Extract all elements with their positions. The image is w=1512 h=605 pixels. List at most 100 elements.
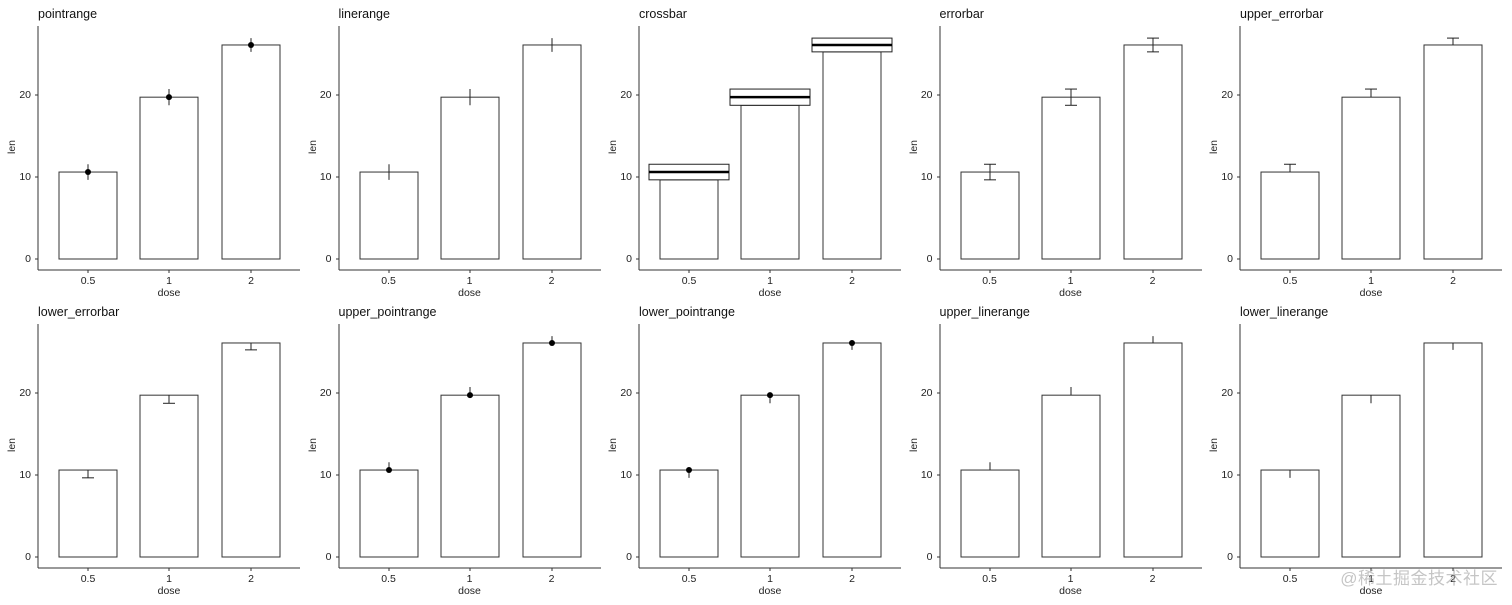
plot-area [636, 26, 901, 273]
x-axis-label: dose [758, 585, 782, 597]
y-tick-label: 20 [1221, 387, 1233, 399]
x-tick-label: 0.5 [681, 573, 697, 585]
panel-lower-linerange: lower_linerange 0 10 20 0.5 1 2 dose len [1202, 298, 1504, 598]
x-axis-label: dose [458, 585, 481, 597]
x-tick-label: 2 [248, 275, 254, 287]
y-tick-label: 20 [920, 89, 933, 101]
x-tick-label: 2 [1450, 275, 1456, 287]
x-tick-label: 2 [1149, 573, 1156, 585]
y-tick-label: 0 [25, 253, 31, 265]
y-tick-label: 20 [620, 89, 632, 101]
y-axis-label: len [306, 437, 319, 453]
watermark: @稀土掘金技术社区 [1340, 569, 1498, 588]
y-tick-label: 20 [319, 387, 332, 399]
panel-lower-pointrange: lower_pointrange 0 10 20 0.5 1 2 dose len [601, 298, 903, 598]
panel-errorbar: errorbar 0 10 20 0.5 1 2 dose len [902, 0, 1204, 300]
x-tick-label: 0.5 [1282, 573, 1298, 585]
x-tick-label: 2 [548, 275, 555, 287]
x-tick-label: 0.5 [80, 275, 96, 287]
panel-title: lower_errorbar [38, 305, 120, 319]
x-tick-label: 1 [1067, 275, 1074, 287]
panel-title: lower_pointrange [639, 305, 735, 319]
plot-area [335, 26, 601, 273]
x-tick-label: 0.5 [982, 573, 997, 585]
x-axis-label: dose [1059, 287, 1082, 299]
x-tick-label: 2 [1149, 275, 1156, 287]
x-tick-label: 0.5 [381, 275, 396, 287]
y-tick-label: 10 [19, 171, 31, 183]
x-axis-label: dose [1059, 585, 1082, 597]
x-tick-label: 1 [466, 573, 473, 585]
x-tick-label: 1 [767, 573, 773, 585]
x-tick-label: 1 [1067, 573, 1074, 585]
panel-title: upper_linerange [939, 305, 1030, 319]
y-axis-label: len [907, 139, 920, 155]
x-tick-label: 1 [466, 275, 473, 287]
plot-area [35, 26, 300, 273]
x-tick-label: 0.5 [80, 573, 96, 585]
panel-upper-errorbar: upper_errorbar 0 10 20 0.5 1 2 dose len [1202, 0, 1504, 300]
y-tick-label: 20 [1221, 89, 1233, 101]
x-tick-label: 2 [248, 573, 254, 585]
y-tick-label: 20 [920, 387, 933, 399]
panel-lower-errorbar: lower_errorbar 0 10 20 0.5 1 2 dose len [0, 298, 302, 598]
y-tick-label: 20 [319, 89, 332, 101]
y-axis-label: len [306, 139, 319, 155]
plot-area [35, 324, 300, 571]
y-tick-label: 20 [620, 387, 632, 399]
plot-area [936, 324, 1202, 571]
x-axis-label: dose [157, 287, 181, 299]
panel-upper-linerange: upper_linerange 0 10 20 0.5 1 2 dose len [902, 298, 1204, 598]
x-tick-label: 0.5 [1282, 275, 1298, 287]
x-tick-label: 0.5 [681, 275, 697, 287]
y-tick-label: 0 [1227, 253, 1233, 265]
y-tick-label: 10 [620, 469, 632, 481]
x-tick-label: 1 [166, 275, 172, 287]
x-tick-label: 1 [1368, 573, 1374, 585]
y-tick-label: 10 [319, 469, 332, 481]
plot-area [636, 324, 901, 571]
y-tick-label: 10 [620, 171, 632, 183]
x-tick-label: 2 [548, 573, 555, 585]
y-axis-label: len [6, 139, 19, 155]
x-tick-label: 1 [767, 275, 773, 287]
y-tick-label: 0 [325, 253, 332, 265]
x-axis-label: dose [458, 287, 481, 299]
plot-area [1237, 26, 1502, 273]
y-tick-label: 0 [926, 253, 933, 265]
plot-area [936, 26, 1202, 273]
panel-title: upper_errorbar [1240, 7, 1324, 21]
y-tick-label: 0 [325, 551, 332, 563]
x-tick-label: 2 [1450, 573, 1456, 585]
y-tick-label: 20 [19, 387, 31, 399]
panel-title: upper_pointrange [338, 305, 437, 319]
x-axis-label: dose [157, 585, 181, 597]
y-tick-label: 10 [920, 171, 933, 183]
x-axis-label: dose [758, 287, 782, 299]
y-tick-label: 0 [25, 551, 31, 563]
plot-area [1237, 324, 1502, 571]
y-tick-label: 0 [926, 551, 933, 563]
y-tick-label: 10 [1221, 469, 1233, 481]
y-tick-label: 10 [1221, 171, 1233, 183]
y-axis-label: len [1208, 139, 1221, 155]
panel-title: pointrange [38, 7, 98, 21]
y-tick-label: 0 [1227, 551, 1233, 563]
y-axis-label: len [1208, 437, 1221, 453]
panel-crossbar: crossbar 0 10 20 0.5 1 2 dose len [601, 0, 903, 300]
x-tick-label: 1 [166, 573, 172, 585]
x-tick-label: 0.5 [982, 275, 997, 287]
x-axis-label: dose [1359, 585, 1383, 597]
panel-title: crossbar [639, 7, 687, 21]
x-tick-label: 2 [849, 573, 855, 585]
y-tick-label: 10 [920, 469, 933, 481]
y-tick-label: 10 [319, 171, 332, 183]
y-tick-label: 0 [626, 551, 632, 563]
panel-pointrange: pointrange 0 10 20 0.5 1 2 dose len [0, 0, 302, 300]
panel-title: linerange [338, 7, 390, 21]
y-tick-label: 10 [19, 469, 31, 481]
panel-title: lower_linerange [1240, 305, 1329, 319]
plot-area [335, 324, 601, 571]
x-tick-label: 2 [849, 275, 855, 287]
